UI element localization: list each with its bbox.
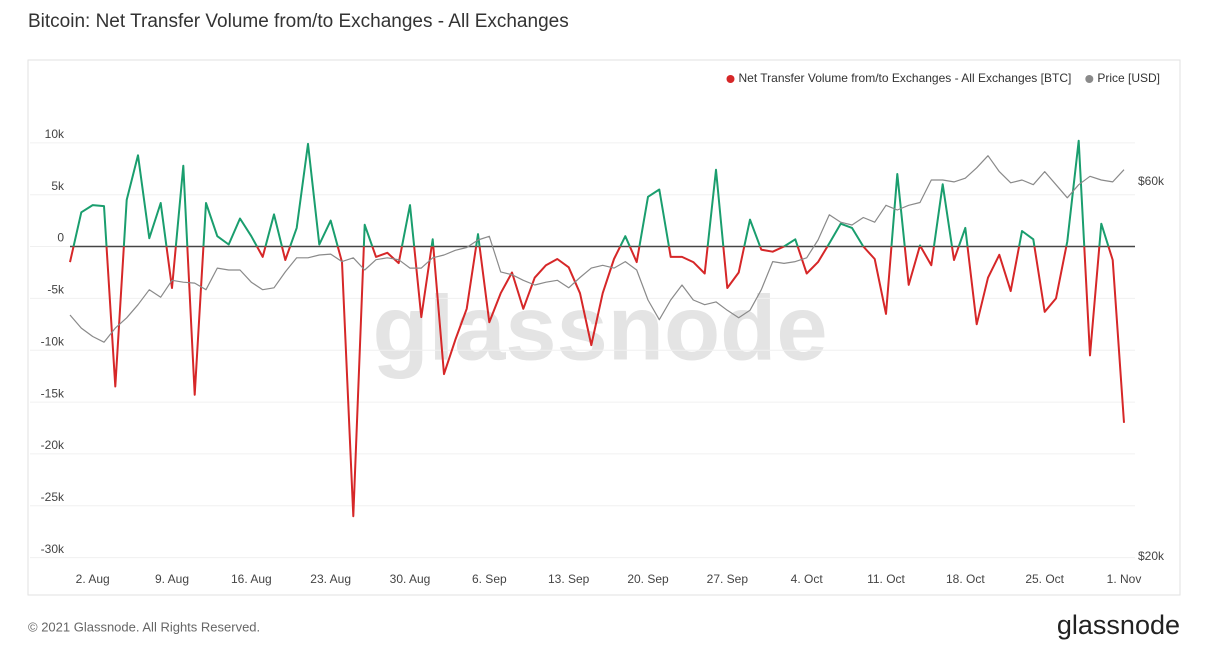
x-tick-label: 20. Sep — [627, 572, 669, 586]
brand-logo: glassnode — [1057, 610, 1180, 640]
y-tick-label: -20k — [41, 438, 65, 452]
y-tick-label: -10k — [41, 334, 65, 348]
x-tick-label: 23. Aug — [310, 572, 351, 586]
y2-tick-label: $20k — [1138, 549, 1165, 563]
y-tick-label: 5k — [51, 179, 65, 193]
series-line — [69, 139, 1125, 518]
x-tick-label: 6. Sep — [472, 572, 507, 586]
x-tick-label: 9. Aug — [155, 572, 189, 586]
y-tick-label: -25k — [41, 490, 65, 504]
y-tick-label: 10k — [45, 127, 65, 141]
legend-marker — [726, 75, 735, 83]
y-tick-label: -15k — [41, 386, 65, 400]
x-tick-label: 16. Aug — [231, 572, 272, 586]
legend-label: Net Transfer Volume from/to Exchanges - … — [739, 71, 1072, 85]
x-tick-label: 13. Sep — [548, 572, 590, 586]
series-line — [69, 155, 1125, 343]
x-tick-label: 27. Sep — [707, 572, 749, 586]
chart-title: Bitcoin: Net Transfer Volume from/to Exc… — [28, 11, 569, 32]
y-tick-label: -30k — [41, 542, 65, 556]
legend-label: Price [USD] — [1097, 71, 1160, 85]
x-tick-label: 11. Oct — [867, 572, 905, 586]
copyright: © 2021 Glassnode. All Rights Reserved. — [28, 619, 260, 634]
x-tick-label: 18. Oct — [946, 572, 985, 586]
plot-frame — [27, 59, 1181, 596]
x-tick-label: 2. Aug — [76, 572, 110, 586]
x-tick-label: 30. Aug — [390, 572, 431, 586]
y2-tick-label: $60k — [1138, 174, 1165, 188]
x-tick-label: 4. Oct — [791, 572, 824, 586]
x-tick-label: 25. Oct — [1025, 572, 1064, 586]
y-tick-label: -5k — [47, 283, 65, 297]
x-tick-label: 1. Nov — [1107, 572, 1142, 586]
y-tick-label: 0 — [57, 231, 64, 245]
legend-marker — [1085, 75, 1094, 83]
